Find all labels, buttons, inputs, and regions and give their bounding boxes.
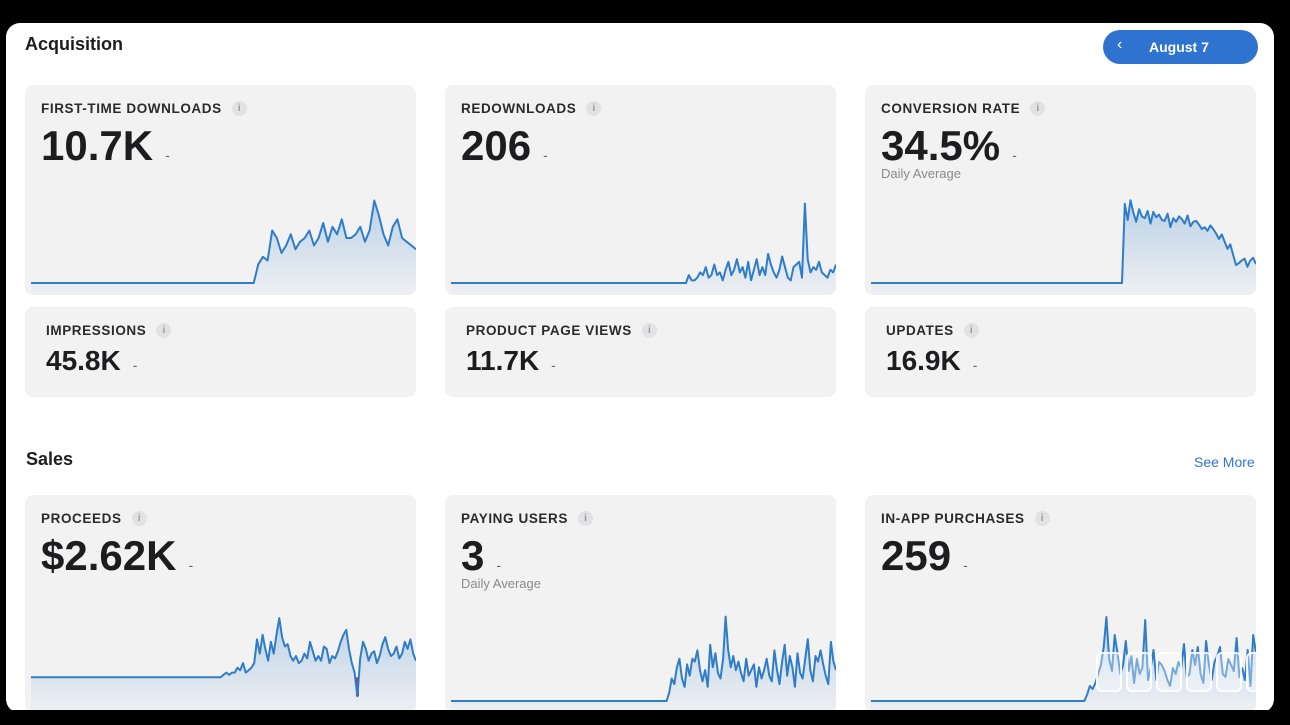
card-value: 259 (881, 532, 952, 579)
card-value: 45.8K (46, 345, 121, 376)
dashboard-panel: Acquisition ‹ August 7 FIRST-TIME DOWNLO… (6, 23, 1274, 713)
trend-area (451, 203, 836, 295)
top-black-bar (0, 0, 1290, 16)
trend-area (451, 616, 836, 713)
info-icon[interactable]: i (586, 101, 602, 116)
trend-dash: - (132, 357, 138, 373)
card-label: PAYING USERS (461, 511, 568, 526)
card-conversion-rate[interactable]: CONVERSION RATE i 34.5% - Daily Average (865, 85, 1256, 295)
card-label: IN-APP PURCHASES (881, 511, 1025, 526)
card-value: 3 (461, 532, 485, 579)
card-label: PRODUCT PAGE VIEWS (466, 323, 632, 338)
info-icon[interactable]: i (1034, 511, 1050, 526)
card-label: CONVERSION RATE (881, 101, 1021, 116)
sales-section-title: Sales (26, 449, 74, 469)
card-product-page-views[interactable]: PRODUCT PAGE VIEWS i 11.7K - (445, 307, 836, 397)
info-icon[interactable]: i (231, 101, 247, 116)
trend-dash: - (963, 557, 968, 573)
card-label: UPDATES (886, 323, 954, 338)
watermark-logo (1096, 652, 1272, 692)
trend-dash: - (551, 357, 556, 373)
trend-dash: - (496, 557, 502, 573)
card-value: 11.7K (466, 345, 540, 376)
chevron-left-icon[interactable]: ‹ (1117, 36, 1123, 53)
card-value: 16.9K (886, 345, 961, 376)
trend-dash: - (1012, 147, 1017, 163)
card-value: 34.5% (881, 122, 1001, 169)
card-label: PROCEEDS (41, 511, 122, 526)
acquisition-section-title: Acquisition (25, 34, 123, 54)
card-value: 10.7K (41, 122, 154, 169)
info-icon[interactable]: i (577, 511, 593, 526)
trend-line (31, 617, 416, 698)
trend-chart (451, 615, 836, 713)
card-subtitle: Daily Average (461, 576, 541, 591)
card-label: FIRST-TIME DOWNLOADS (41, 101, 222, 116)
trend-line (871, 199, 1256, 284)
card-label: REDOWNLOADS (461, 101, 577, 116)
date-picker-button[interactable]: ‹ August 7 (1103, 30, 1258, 64)
card-value: $2.62K (41, 532, 177, 579)
trend-dash: - (188, 557, 194, 573)
trend-line (31, 199, 416, 284)
trend-area (31, 618, 416, 713)
trend-dash: - (972, 357, 978, 373)
card-label: IMPRESSIONS (46, 323, 147, 338)
card-first-time-downloads[interactable]: FIRST-TIME DOWNLOADS i 10.7K - (25, 85, 416, 295)
see-more-link[interactable]: See More (1194, 454, 1255, 470)
info-icon[interactable]: i (963, 323, 979, 338)
info-icon[interactable]: i (131, 511, 147, 526)
trend-dash: - (165, 147, 170, 163)
trend-line (451, 615, 836, 702)
info-icon[interactable]: i (641, 323, 657, 338)
card-in-app-purchases[interactable]: IN-APP PURCHASES i 259- (865, 495, 1256, 713)
trend-chart (871, 199, 1256, 295)
card-subtitle: Daily Average (881, 166, 961, 181)
card-proceeds[interactable]: PROCEEDS i $2.62K - (25, 495, 416, 713)
card-impressions[interactable]: IMPRESSIONS i 45.8K - (25, 307, 416, 397)
card-updates[interactable]: UPDATES i 16.9K - (865, 307, 1256, 397)
date-label: August 7 (1149, 39, 1209, 55)
trend-area (871, 200, 1256, 295)
trend-chart (451, 202, 836, 295)
trend-line (451, 202, 836, 284)
card-value: 206 (461, 122, 532, 169)
bottom-black-bar (0, 710, 1290, 725)
trend-chart (31, 199, 416, 295)
trend-dash: - (543, 147, 548, 163)
card-paying-users[interactable]: PAYING USERS i 3- Daily Average (445, 495, 836, 713)
card-redownloads[interactable]: REDOWNLOADS i 206- (445, 85, 836, 295)
info-icon[interactable]: i (156, 323, 172, 338)
info-icon[interactable]: i (1030, 101, 1046, 116)
trend-area (31, 200, 416, 295)
trend-chart (31, 617, 416, 713)
